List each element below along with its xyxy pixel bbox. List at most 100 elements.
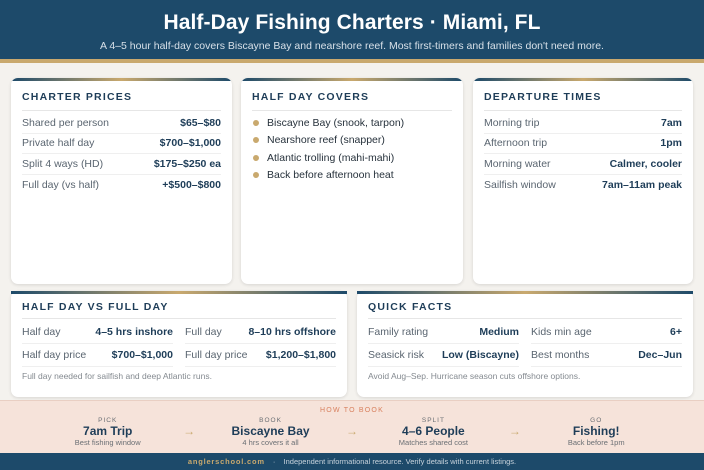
bullet-dot-icon	[253, 119, 259, 126]
list-item: Back before afternoon heat	[252, 167, 452, 185]
page-header: Half-Day Fishing Charters · Miami, FL A …	[0, 0, 704, 63]
cell-value: Medium	[479, 326, 519, 338]
info-row: Shared per person $65–$80	[22, 113, 221, 134]
cell-value: Dec–Jun	[638, 349, 682, 362]
booking-step: PICK 7am Trip Best fishing window	[48, 414, 168, 447]
row-value: $175–$250 ea	[153, 157, 221, 170]
row-label: Afternoon trip	[484, 137, 548, 150]
booking-step: SPLIT 4–6 People Matches shared cost	[373, 414, 493, 447]
cell-label: Kids min age	[531, 326, 592, 338]
footer-text: Independent informational resource. Veri…	[283, 457, 517, 466]
row-value: 7am–11am peak	[602, 178, 682, 191]
step-main: Biscayne Bay	[231, 424, 310, 438]
row-value: 1pm	[660, 137, 682, 150]
card-title: QUICK FACTS	[368, 299, 682, 319]
quick-facts-card: QUICK FACTS Family rating Medium Kids min …	[357, 291, 693, 397]
step-sub: Back before 1pm	[567, 438, 625, 447]
cell-value: Low (Biscayne)	[441, 349, 519, 362]
list-item-text: Atlantic trolling (mahi-mahi)	[267, 151, 395, 164]
fact-cell: Best months Dec–Jun	[531, 344, 682, 368]
row-value: $65–$80	[180, 116, 221, 129]
card-title: HALF DAY COVERS	[252, 88, 452, 111]
cell-value: 4–5 hrs inshore	[95, 326, 173, 338]
step-label: PICK	[98, 417, 118, 424]
step-sub: Best fishing window	[74, 438, 141, 447]
row-value: 7am	[660, 116, 682, 129]
footer-separator: ·	[272, 457, 276, 466]
page-title: Half-Day Fishing Charters · Miami, FL	[163, 11, 541, 34]
list-item: Nearshore reef (snapper)	[252, 132, 452, 150]
step-main: 4–6 People	[402, 424, 465, 438]
row-label: Morning water	[484, 157, 551, 170]
row-label: Shared per person	[22, 116, 109, 129]
step-sub: Matches shared cost	[398, 438, 468, 447]
step-label: GO	[590, 417, 603, 424]
step-label: SPLIT	[421, 417, 445, 424]
row-value: +$500–$800	[162, 178, 221, 191]
bullet-dot-icon	[253, 154, 259, 161]
list-item-text: Biscayne Bay (snook, tarpon)	[267, 116, 405, 129]
step-main: Fishing!	[572, 424, 620, 438]
row-label: Sailfish window	[484, 178, 556, 191]
row-value: Calmer, cooler	[609, 157, 682, 170]
booking-step: BOOK Biscayne Bay 4 hrs covers it all	[211, 414, 331, 447]
step-main: 7am Trip	[83, 424, 133, 438]
cell-label: Half day price	[22, 349, 87, 362]
arrow-right-icon: →	[183, 423, 196, 438]
card-title: CHARTER PRICES	[22, 88, 221, 111]
departure-times-card: DEPARTURE TIMES Morning trip 7am Afternoon…	[473, 78, 693, 284]
fact-cell: Family rating Medium	[368, 321, 519, 345]
info-row: Private half day $700–$1,000	[22, 134, 221, 154]
fact-cell: Half day 4–5 hrs inshore	[22, 321, 173, 345]
cell-label: Full day	[185, 326, 222, 338]
cell-value: 8–10 hrs offshore	[248, 326, 336, 338]
cell-label: Full day price	[185, 349, 248, 362]
info-row: Sailfish window 7am–11am peak	[484, 175, 682, 196]
fact-cell: Seasick risk Low (Biscayne)	[368, 344, 519, 368]
cell-label: Half day	[22, 326, 61, 338]
row-value: $700–$1,000	[159, 137, 221, 150]
how-to-book-title: HOW TO BOOK	[320, 407, 384, 414]
info-row: Full day (vs half) +$500–$800	[22, 175, 221, 196]
cell-label: Seasick risk	[368, 349, 425, 362]
card-title: HALF DAY VS FULL DAY	[22, 299, 336, 319]
fact-cell: Kids min age 6+	[531, 321, 682, 345]
charter-prices-card: CHARTER PRICES Shared per person $65–$80 P…	[11, 78, 232, 284]
card-note: Avoid Aug–Sep. Hurricane season cuts off…	[368, 371, 581, 382]
info-row: Morning trip 7am	[484, 113, 682, 134]
footer-brand-link[interactable]: anglerschool.com	[187, 457, 265, 466]
card-title: DEPARTURE TIMES	[484, 88, 682, 111]
row-label: Full day (vs half)	[22, 178, 100, 191]
booking-step: GO Fishing! Back before 1pm	[536, 414, 656, 447]
info-row: Split 4 ways (HD) $175–$250 ea	[22, 154, 221, 175]
row-label: Split 4 ways (HD)	[22, 157, 104, 170]
list-item-text: Back before afternoon heat	[267, 169, 394, 182]
row-label: Private half day	[22, 137, 95, 150]
footer: anglerschool.com · Independent informati…	[0, 453, 704, 470]
fact-cell: Half day price $700–$1,000	[22, 344, 173, 368]
list-item-text: Nearshore reef (snapper)	[267, 134, 385, 147]
page-subtitle: A 4–5 hour half-day covers Biscayne Bay …	[100, 40, 604, 52]
bullet-dot-icon	[253, 172, 259, 179]
row-label: Morning trip	[484, 116, 540, 129]
arrow-right-icon: →	[345, 423, 358, 438]
bullet-dot-icon	[253, 137, 259, 144]
cell-label: Best months	[531, 349, 590, 362]
step-sub: 4 hrs covers it all	[242, 438, 299, 447]
half-day-covers-card: HALF DAY COVERS Biscayne Bay (snook, tar…	[241, 78, 463, 284]
cell-value: 6+	[670, 326, 682, 338]
list-item: Atlantic trolling (mahi-mahi)	[252, 149, 452, 167]
how-to-book-band: HOW TO BOOK PICK 7am Trip Best fishing win…	[0, 400, 704, 453]
cell-value: $700–$1,000	[111, 349, 173, 362]
fact-cell: Full day price $1,200–$1,800	[185, 344, 336, 368]
fact-cell: Full day 8–10 hrs offshore	[185, 321, 336, 345]
card-note: Full day needed for sailfish and deep At…	[22, 371, 212, 382]
cell-label: Family rating	[368, 326, 429, 338]
list-item: Biscayne Bay (snook, tarpon)	[252, 114, 452, 132]
step-label: BOOK	[259, 417, 282, 424]
cell-value: $1,200–$1,800	[265, 349, 336, 362]
arrow-right-icon: →	[508, 423, 521, 438]
info-row: Morning water Calmer, cooler	[484, 154, 682, 175]
half-vs-full-card: HALF DAY VS FULL DAY Half day 4–5 hrs ins…	[11, 291, 347, 397]
info-row: Afternoon trip 1pm	[484, 134, 682, 154]
